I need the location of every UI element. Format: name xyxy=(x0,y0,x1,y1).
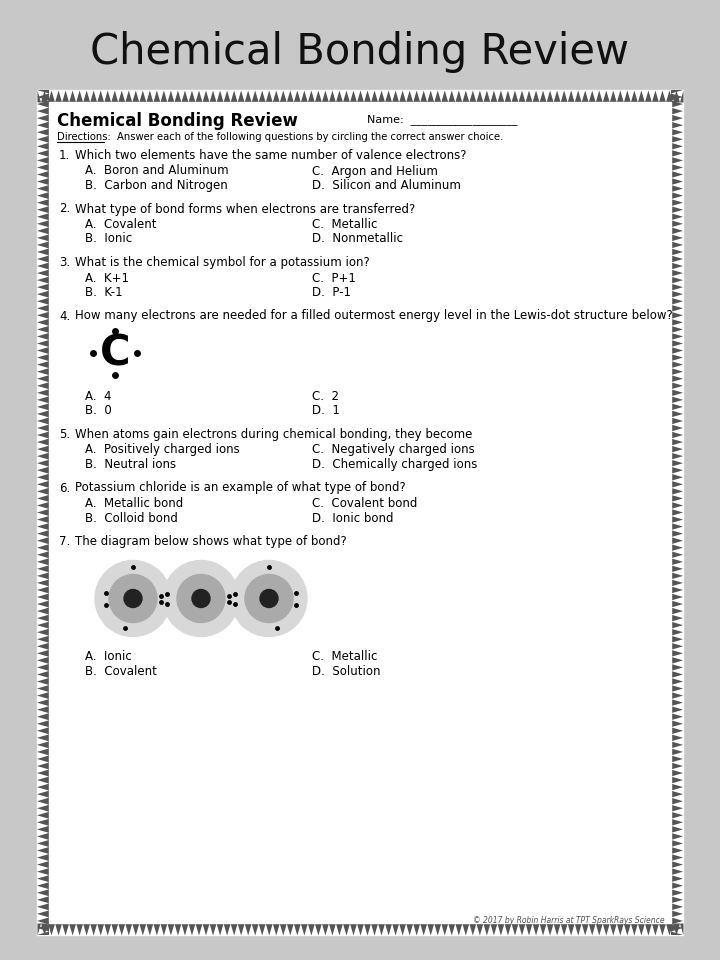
Bar xyxy=(49,102,671,923)
Text: D.  1: D. 1 xyxy=(312,404,340,418)
Text: A.  Covalent: A. Covalent xyxy=(85,218,156,231)
Text: 6.: 6. xyxy=(59,482,71,494)
Text: D.  Silicon and Aluminum: D. Silicon and Aluminum xyxy=(312,179,461,192)
Circle shape xyxy=(231,561,307,636)
Text: D.  Nonmetallic: D. Nonmetallic xyxy=(312,232,403,246)
Circle shape xyxy=(95,561,171,636)
Text: 7.: 7. xyxy=(59,535,71,548)
Text: A.  Ionic: A. Ionic xyxy=(85,651,132,663)
Text: C.  2: C. 2 xyxy=(312,390,339,403)
Text: C.  P+1: C. P+1 xyxy=(312,272,356,284)
Text: 3.: 3. xyxy=(59,256,70,269)
Text: C.  Negatively charged ions: C. Negatively charged ions xyxy=(312,444,474,457)
Circle shape xyxy=(245,574,293,622)
Text: C.  Covalent bond: C. Covalent bond xyxy=(312,497,418,510)
Circle shape xyxy=(192,589,210,608)
Text: D.  Solution: D. Solution xyxy=(312,665,380,678)
Text: D.  Ionic bond: D. Ionic bond xyxy=(312,512,394,524)
Text: B.  K-1: B. K-1 xyxy=(85,286,122,299)
Bar xyxy=(37,90,683,935)
Text: Name:  ___________________: Name: ___________________ xyxy=(367,114,518,125)
Text: B.  0: B. 0 xyxy=(85,404,112,418)
Circle shape xyxy=(124,589,142,608)
Text: D.  P-1: D. P-1 xyxy=(312,286,351,299)
Circle shape xyxy=(177,574,225,622)
Circle shape xyxy=(260,589,278,608)
Text: A.  Boron and Aluminum: A. Boron and Aluminum xyxy=(85,164,229,178)
Text: A.  K+1: A. K+1 xyxy=(85,272,129,284)
Text: B.  Neutral ions: B. Neutral ions xyxy=(85,458,176,471)
Text: What is the chemical symbol for a potassium ion?: What is the chemical symbol for a potass… xyxy=(75,256,370,269)
Text: The diagram below shows what type of bond?: The diagram below shows what type of bon… xyxy=(75,535,347,548)
Text: How many electrons are needed for a filled outermost energy level in the Lewis-d: How many electrons are needed for a fill… xyxy=(75,309,672,323)
Text: B.  Covalent: B. Covalent xyxy=(85,665,157,678)
Text: 2.: 2. xyxy=(59,203,71,215)
Text: Which two elements have the same number of valence electrons?: Which two elements have the same number … xyxy=(75,149,467,162)
Circle shape xyxy=(163,561,239,636)
Text: C.  Metallic: C. Metallic xyxy=(312,218,377,231)
Text: D.  Chemically charged ions: D. Chemically charged ions xyxy=(312,458,477,471)
Text: What type of bond forms when electrons are transferred?: What type of bond forms when electrons a… xyxy=(75,203,415,215)
Text: A.  4: A. 4 xyxy=(85,390,112,403)
Text: 1.: 1. xyxy=(59,149,71,162)
Text: Directions:  Answer each of the following questions by circling the correct answ: Directions: Answer each of the following… xyxy=(57,132,503,142)
Circle shape xyxy=(109,574,157,622)
Text: Potassium chloride is an example of what type of bond?: Potassium chloride is an example of what… xyxy=(75,482,406,494)
Text: A.  Metallic bond: A. Metallic bond xyxy=(85,497,184,510)
Text: © 2017 by Robin Harris at TPT SparkRays Science: © 2017 by Robin Harris at TPT SparkRays … xyxy=(473,916,665,925)
Text: C.  Argon and Helium: C. Argon and Helium xyxy=(312,164,438,178)
Text: 5.: 5. xyxy=(59,428,70,441)
Text: Chemical Bonding Review: Chemical Bonding Review xyxy=(57,112,298,130)
Text: B.  Carbon and Nitrogen: B. Carbon and Nitrogen xyxy=(85,179,228,192)
Text: When atoms gain electrons during chemical bonding, they become: When atoms gain electrons during chemica… xyxy=(75,428,472,441)
Text: B.  Ionic: B. Ionic xyxy=(85,232,132,246)
Text: C: C xyxy=(99,332,130,374)
Text: Chemical Bonding Review: Chemical Bonding Review xyxy=(91,31,629,73)
Text: C.  Metallic: C. Metallic xyxy=(312,651,377,663)
Text: A.  Positively charged ions: A. Positively charged ions xyxy=(85,444,240,457)
Polygon shape xyxy=(37,90,49,935)
Text: B.  Colloid bond: B. Colloid bond xyxy=(85,512,178,524)
Text: 4.: 4. xyxy=(59,309,71,323)
Polygon shape xyxy=(671,90,683,935)
